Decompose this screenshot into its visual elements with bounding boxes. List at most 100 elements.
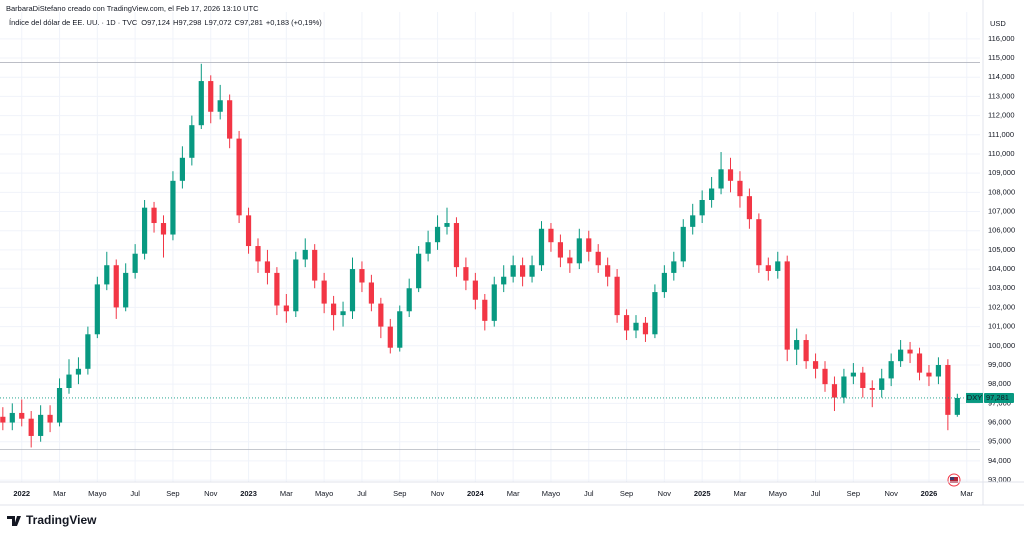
candle-body	[312, 249, 318, 281]
candle-body	[605, 265, 611, 277]
flag-canton	[950, 477, 954, 480]
candle-body	[302, 249, 308, 260]
candle-body	[179, 157, 185, 181]
ohlc-value: 97,298	[178, 18, 201, 27]
y-tick-label: 107,000	[988, 206, 1015, 215]
candle-body	[548, 228, 554, 243]
candle-body	[227, 100, 233, 139]
candle-body	[245, 215, 252, 247]
candle-body	[671, 261, 677, 273]
candle-body	[28, 418, 34, 436]
candle-body	[255, 246, 261, 262]
candle-body	[652, 292, 658, 335]
candle-body	[56, 388, 63, 423]
candle-body	[812, 361, 819, 369]
candle-body	[132, 253, 138, 273]
candle-body	[633, 322, 639, 331]
symbol: Índice del dólar de EE. UU. · 1D · TVC	[9, 18, 138, 27]
candle-body	[453, 223, 460, 268]
ohlc-key: L	[204, 18, 208, 27]
candle-body	[831, 384, 838, 398]
candle-body	[841, 376, 847, 398]
candle-body	[661, 272, 667, 293]
candle-body	[463, 267, 469, 281]
y-tick-label: 102,000	[988, 302, 1015, 311]
candle-body	[699, 200, 705, 216]
candle-body	[898, 349, 904, 362]
price-tag-text: 97,281	[986, 393, 1009, 402]
logo-text: TradingView	[26, 513, 97, 527]
candle-body	[794, 340, 800, 350]
candle-body	[160, 223, 167, 235]
y-tick-label: 95,000	[988, 437, 1011, 446]
candle-body	[595, 251, 601, 266]
candle-body	[141, 207, 148, 254]
candle-body	[378, 303, 384, 327]
candle-body	[718, 169, 724, 189]
x-tick-label: Mar	[53, 489, 66, 498]
candle-body	[359, 269, 365, 283]
candle-body	[879, 378, 885, 390]
candle-body	[75, 368, 82, 375]
candle-body	[330, 303, 337, 316]
candle-body	[397, 311, 403, 348]
ohlc-key: H	[173, 18, 178, 27]
ohlc-value: 97,281	[240, 18, 263, 27]
candle-body	[529, 265, 535, 277]
x-tick-label: 2022	[13, 489, 30, 498]
x-tick-label: Nov	[204, 489, 218, 498]
y-tick-label: 96,000	[988, 418, 1011, 427]
candle-body	[387, 326, 393, 348]
candle-body	[756, 219, 762, 266]
candle-body	[198, 81, 204, 126]
x-tick-label: Sep	[166, 489, 179, 498]
y-tick-label: 105,000	[988, 245, 1015, 254]
candle-body	[38, 414, 44, 436]
candle-body	[416, 253, 422, 289]
x-tick-label: Nov	[658, 489, 672, 498]
candle-body	[47, 414, 53, 423]
y-tick-label: 98,000	[988, 379, 1011, 388]
x-tick-label: Mar	[960, 489, 973, 498]
candle-body	[860, 372, 866, 388]
x-tick-label: Jul	[357, 489, 367, 498]
candle-body	[501, 276, 507, 285]
ohlc-key: O	[141, 18, 147, 27]
x-tick-label: 2025	[694, 489, 711, 498]
x-tick-label: Mayo	[315, 489, 333, 498]
candle-body	[576, 238, 582, 264]
candle-body	[746, 196, 753, 220]
candle-body	[482, 299, 488, 321]
candle-body	[727, 169, 734, 181]
y-axis-label: USD	[990, 19, 1006, 28]
candle-body	[765, 265, 771, 271]
y-tick-label: 115,000	[988, 53, 1015, 62]
y-tick-label: 108,000	[988, 187, 1015, 196]
x-tick-label: Mar	[734, 489, 747, 498]
candle-body	[0, 416, 6, 423]
y-tick-label: 101,000	[988, 322, 1015, 331]
candle-body	[775, 261, 781, 271]
symbol-tag-text: DXY	[967, 393, 982, 402]
ohlc-value: 97,124	[147, 18, 170, 27]
x-tick-label: 2023	[240, 489, 257, 498]
candle-body	[283, 305, 289, 312]
candle-body	[567, 257, 573, 264]
x-tick-label: Mar	[280, 489, 293, 498]
candle-body	[264, 261, 271, 273]
x-tick-label: Mar	[507, 489, 520, 498]
y-tick-label: 111,000	[988, 130, 1014, 139]
x-tick-label: Jul	[811, 489, 821, 498]
candle-body	[472, 280, 478, 300]
ohlc-value: 97,072	[209, 18, 232, 27]
candle-body	[293, 259, 299, 312]
candle-body	[954, 397, 960, 415]
candle-body	[709, 188, 715, 200]
credit: BarbaraDiStefano creado con TradingView.…	[6, 4, 259, 13]
y-tick-label: 113,000	[988, 91, 1015, 100]
candle-body	[888, 361, 894, 379]
x-tick-label: Nov	[884, 489, 898, 498]
x-tick-label: Mayo	[542, 489, 560, 498]
x-tick-label: Mayo	[88, 489, 106, 498]
x-tick-label: 2024	[467, 489, 485, 498]
